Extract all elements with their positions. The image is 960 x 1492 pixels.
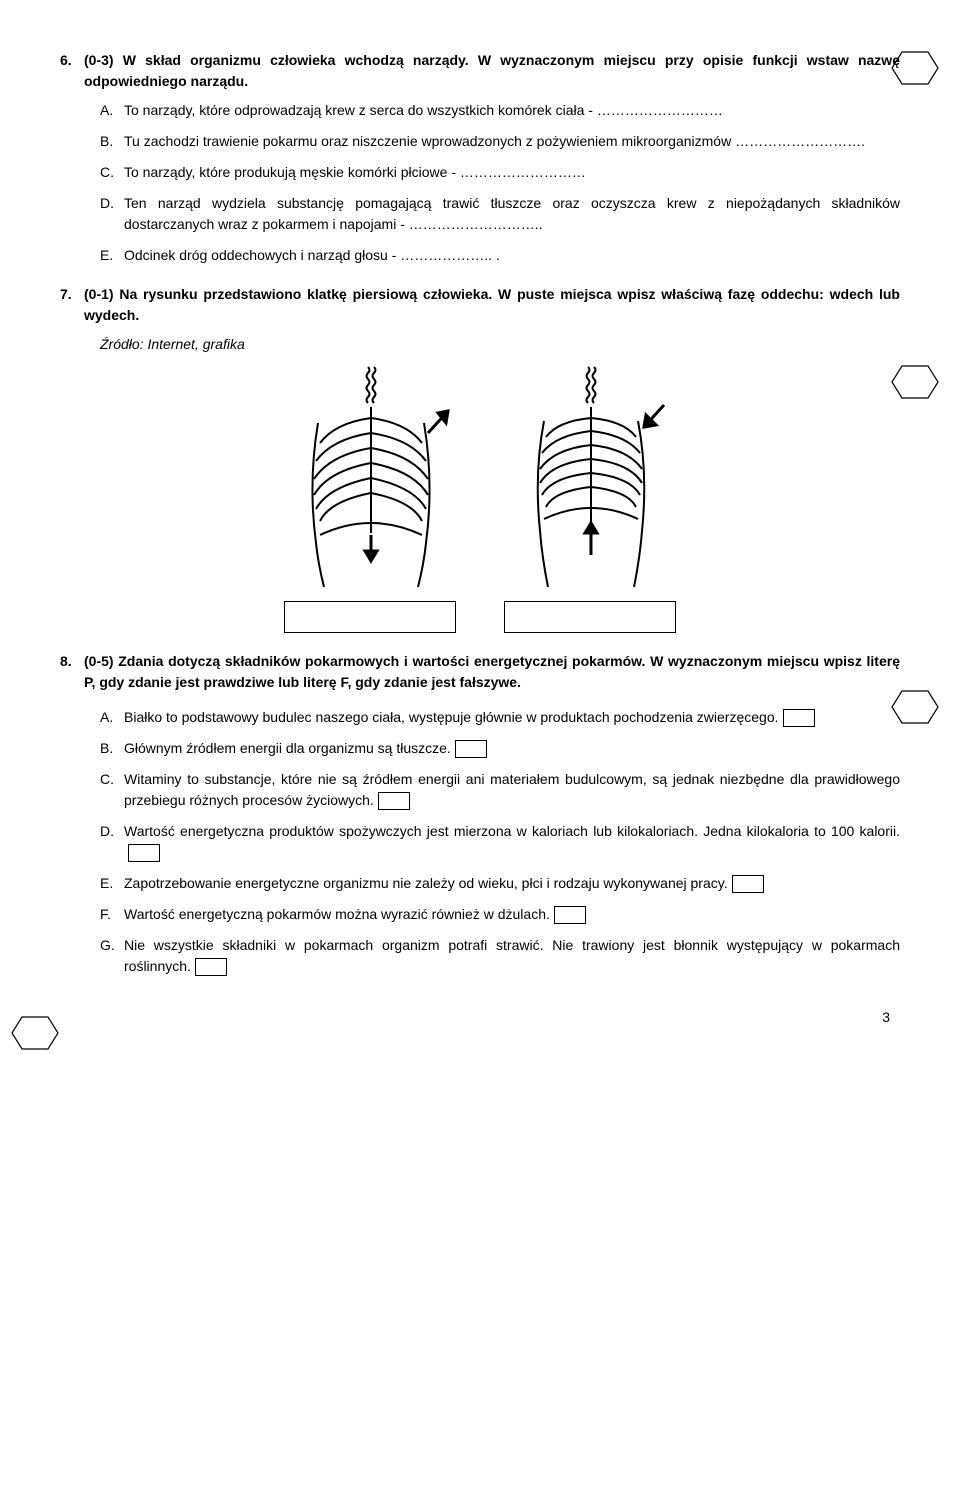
option-text: To narządy, które produkują męskie komór…: [124, 162, 900, 183]
statement-text: Zapotrzebowanie energetyczne organizmu n…: [124, 875, 728, 891]
option-text: To narządy, które odprowadzają krew z se…: [124, 100, 900, 121]
question-intro: (0-1) Na rysunku przedstawiono klatkę pi…: [84, 284, 900, 326]
question-8: 8. (0-5) Zdania dotyczą składników pokar…: [60, 651, 900, 977]
option-text: Odcinek dróg oddechowych i narząd głosu …: [124, 245, 900, 266]
option-c: C. Witaminy to substancje, które nie są …: [100, 769, 900, 811]
figure-left: [280, 363, 460, 633]
option-letter: A.: [100, 707, 124, 728]
option-text: Wartość energetyczną pokarmów można wyra…: [124, 904, 900, 925]
statement-text: Nie wszystkie składniki w pokarmach orga…: [124, 937, 900, 974]
option-letter: D.: [100, 821, 124, 863]
option-b: B. Tu zachodzi trawienie pokarmu oraz ni…: [100, 131, 900, 152]
score-hexagon-icon: [10, 1015, 60, 1051]
statement-text: Wartość energetyczna produktów spożywczy…: [124, 823, 900, 839]
option-text: Wartość energetyczna produktów spożywczy…: [124, 821, 900, 863]
option-text: Białko to podstawowy budulec naszego cia…: [124, 707, 900, 728]
option-c: C. To narządy, które produkują męskie ko…: [100, 162, 900, 183]
option-letter: B.: [100, 131, 124, 152]
question-intro: (0-5) Zdania dotyczą składników pokarmow…: [84, 651, 900, 693]
option-letter: F.: [100, 904, 124, 925]
option-d: D. Wartość energetyczna produktów spożyw…: [100, 821, 900, 863]
option-letter: B.: [100, 738, 124, 759]
option-letter: E.: [100, 245, 124, 266]
option-e: E. Zapotrzebowanie energetyczne organizm…: [100, 873, 900, 894]
option-letter: C.: [100, 162, 124, 183]
option-text: Ten narząd wydziela substancję pomagając…: [124, 193, 900, 235]
page-number: 3: [60, 1007, 900, 1028]
figure-row: [60, 363, 900, 633]
score-hexagon-icon: [890, 364, 940, 400]
option-letter: C.: [100, 769, 124, 811]
option-letter: E.: [100, 873, 124, 894]
option-letter: A.: [100, 100, 124, 121]
footer-area: 3: [60, 1007, 900, 1028]
question-intro: (0-3) W skład organizmu człowieka wchodz…: [84, 50, 900, 92]
option-text: Głównym źródłem energii dla organizmu są…: [124, 738, 900, 759]
option-letter: D.: [100, 193, 124, 235]
statement-text: Głównym źródłem energii dla organizmu są…: [124, 740, 451, 756]
question-number: 8.: [60, 651, 84, 693]
ribcage-figure-icon: [500, 363, 680, 593]
answer-box-inline[interactable]: [732, 875, 764, 893]
option-text: Zapotrzebowanie energetyczne organizmu n…: [124, 873, 900, 894]
answer-box-inline[interactable]: [455, 740, 487, 758]
score-hexagon-icon: [890, 50, 940, 86]
question-6: 6. (0-3) W skład organizmu człowieka wch…: [60, 50, 900, 266]
answer-box-inline[interactable]: [128, 844, 160, 862]
answer-box[interactable]: [504, 601, 676, 633]
option-b: B. Głównym źródłem energii dla organizmu…: [100, 738, 900, 759]
score-hexagon-icon: [890, 689, 940, 725]
question-number: 7.: [60, 284, 84, 326]
statement-text: Witaminy to substancje, które nie są źró…: [124, 771, 900, 808]
option-d: D. Ten narząd wydziela substancję pomaga…: [100, 193, 900, 235]
option-letter: G.: [100, 935, 124, 977]
answer-box[interactable]: [284, 601, 456, 633]
figure-right: [500, 363, 680, 633]
option-e: E. Odcinek dróg oddechowych i narząd gło…: [100, 245, 900, 266]
option-text: Witaminy to substancje, które nie są źró…: [124, 769, 900, 811]
answer-box-inline[interactable]: [378, 792, 410, 810]
option-g: G. Nie wszystkie składniki w pokarmach o…: [100, 935, 900, 977]
answer-box-inline[interactable]: [554, 906, 586, 924]
option-text: Tu zachodzi trawienie pokarmu oraz niszc…: [124, 131, 900, 152]
option-a: A. To narządy, które odprowadzają krew z…: [100, 100, 900, 121]
source-text: Źródło: Internet, grafika: [60, 334, 900, 355]
question-number: 6.: [60, 50, 84, 92]
ribcage-figure-icon: [280, 363, 460, 593]
option-a: A. Białko to podstawowy budulec naszego …: [100, 707, 900, 728]
question-7: 7. (0-1) Na rysunku przedstawiono klatkę…: [60, 284, 900, 633]
statement-text: Białko to podstawowy budulec naszego cia…: [124, 709, 779, 725]
answer-box-inline[interactable]: [783, 709, 815, 727]
option-text: Nie wszystkie składniki w pokarmach orga…: [124, 935, 900, 977]
statement-text: Wartość energetyczną pokarmów można wyra…: [124, 906, 550, 922]
option-f: F. Wartość energetyczną pokarmów można w…: [100, 904, 900, 925]
answer-box-inline[interactable]: [195, 958, 227, 976]
